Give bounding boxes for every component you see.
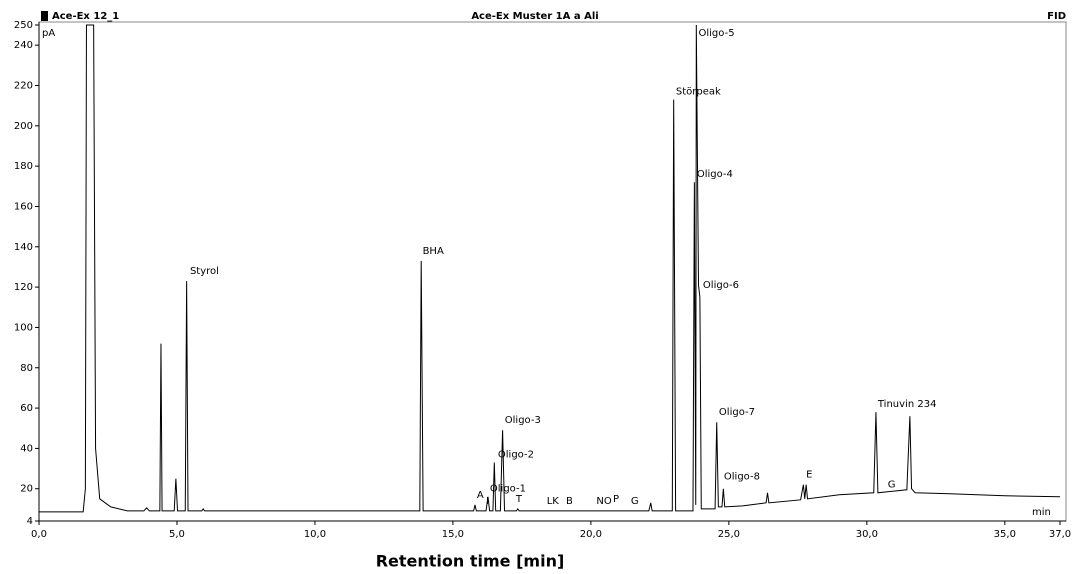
y-tick-label: 100 — [14, 322, 33, 333]
trace — [39, 24, 1061, 513]
peak-label: Oligo-5 — [699, 28, 735, 39]
header-icon — [41, 11, 48, 21]
header-right: FID — [1047, 11, 1066, 22]
y-tick-label: 200 — [14, 121, 33, 132]
x-tick-label: 37,0 — [1049, 529, 1071, 540]
x-axis-label: Retention time [min] — [376, 552, 565, 571]
y-tick-label: 40 — [20, 443, 33, 454]
peak-label: G — [631, 496, 639, 507]
x-unit: min — [1032, 507, 1051, 518]
x-tick-label: 5,0 — [169, 529, 185, 540]
peak-label: P — [613, 494, 619, 505]
chart-title: Ace-Ex Muster 1A a Ali — [471, 11, 598, 22]
peak-label: B — [566, 496, 573, 507]
peak-label: Störpeak — [676, 87, 721, 98]
peak-label: Oligo-7 — [719, 407, 755, 418]
y-tick-label: 140 — [14, 242, 33, 253]
peak-label: Styrol — [190, 266, 219, 277]
y-tick-label: 4 — [27, 516, 33, 527]
peak-label: Oligo-8 — [724, 472, 760, 483]
peak-label: G — [888, 480, 896, 491]
peak-label: Oligo-6 — [703, 280, 739, 291]
y-tick-label: 20 — [20, 484, 33, 495]
peak-label: E — [806, 470, 812, 481]
x-tick-label: 0,0 — [31, 529, 47, 540]
peak-label: Tinuvin 234 — [877, 399, 937, 410]
peak-label: A — [477, 490, 484, 501]
peak-label: NO — [596, 496, 611, 507]
y-tick-label: 250 — [14, 20, 33, 31]
peak-label: Oligo-2 — [498, 449, 534, 460]
y-tick-label: 220 — [14, 80, 33, 91]
x-tick-label: 30,0 — [856, 529, 878, 540]
y-tick-label: 160 — [14, 201, 33, 212]
y-tick-label: 80 — [20, 363, 33, 374]
x-tick-label: 15,0 — [442, 529, 464, 540]
y-tick-label: 120 — [14, 282, 33, 293]
header-left: Ace-Ex 12_1 — [52, 11, 119, 22]
peak-label: Oligo-3 — [505, 415, 541, 426]
peak-label: I — [486, 496, 489, 507]
peak-label: BHA — [423, 246, 444, 257]
peak-label: T — [515, 494, 523, 505]
peak-label: Oligo-1 — [490, 484, 526, 495]
y-unit: pA — [42, 28, 55, 39]
y-tick-label: 60 — [20, 403, 33, 414]
x-tick-label: 20,0 — [580, 529, 602, 540]
y-tick-label: 180 — [14, 161, 33, 172]
peak-label: Oligo-4 — [697, 169, 733, 180]
peak-label: LK — [547, 496, 560, 507]
x-tick-label: 25,0 — [718, 529, 740, 540]
y-tick-label: 240 — [14, 40, 33, 51]
x-tick-label: 10,0 — [304, 529, 326, 540]
x-tick-label: 35,0 — [994, 529, 1016, 540]
